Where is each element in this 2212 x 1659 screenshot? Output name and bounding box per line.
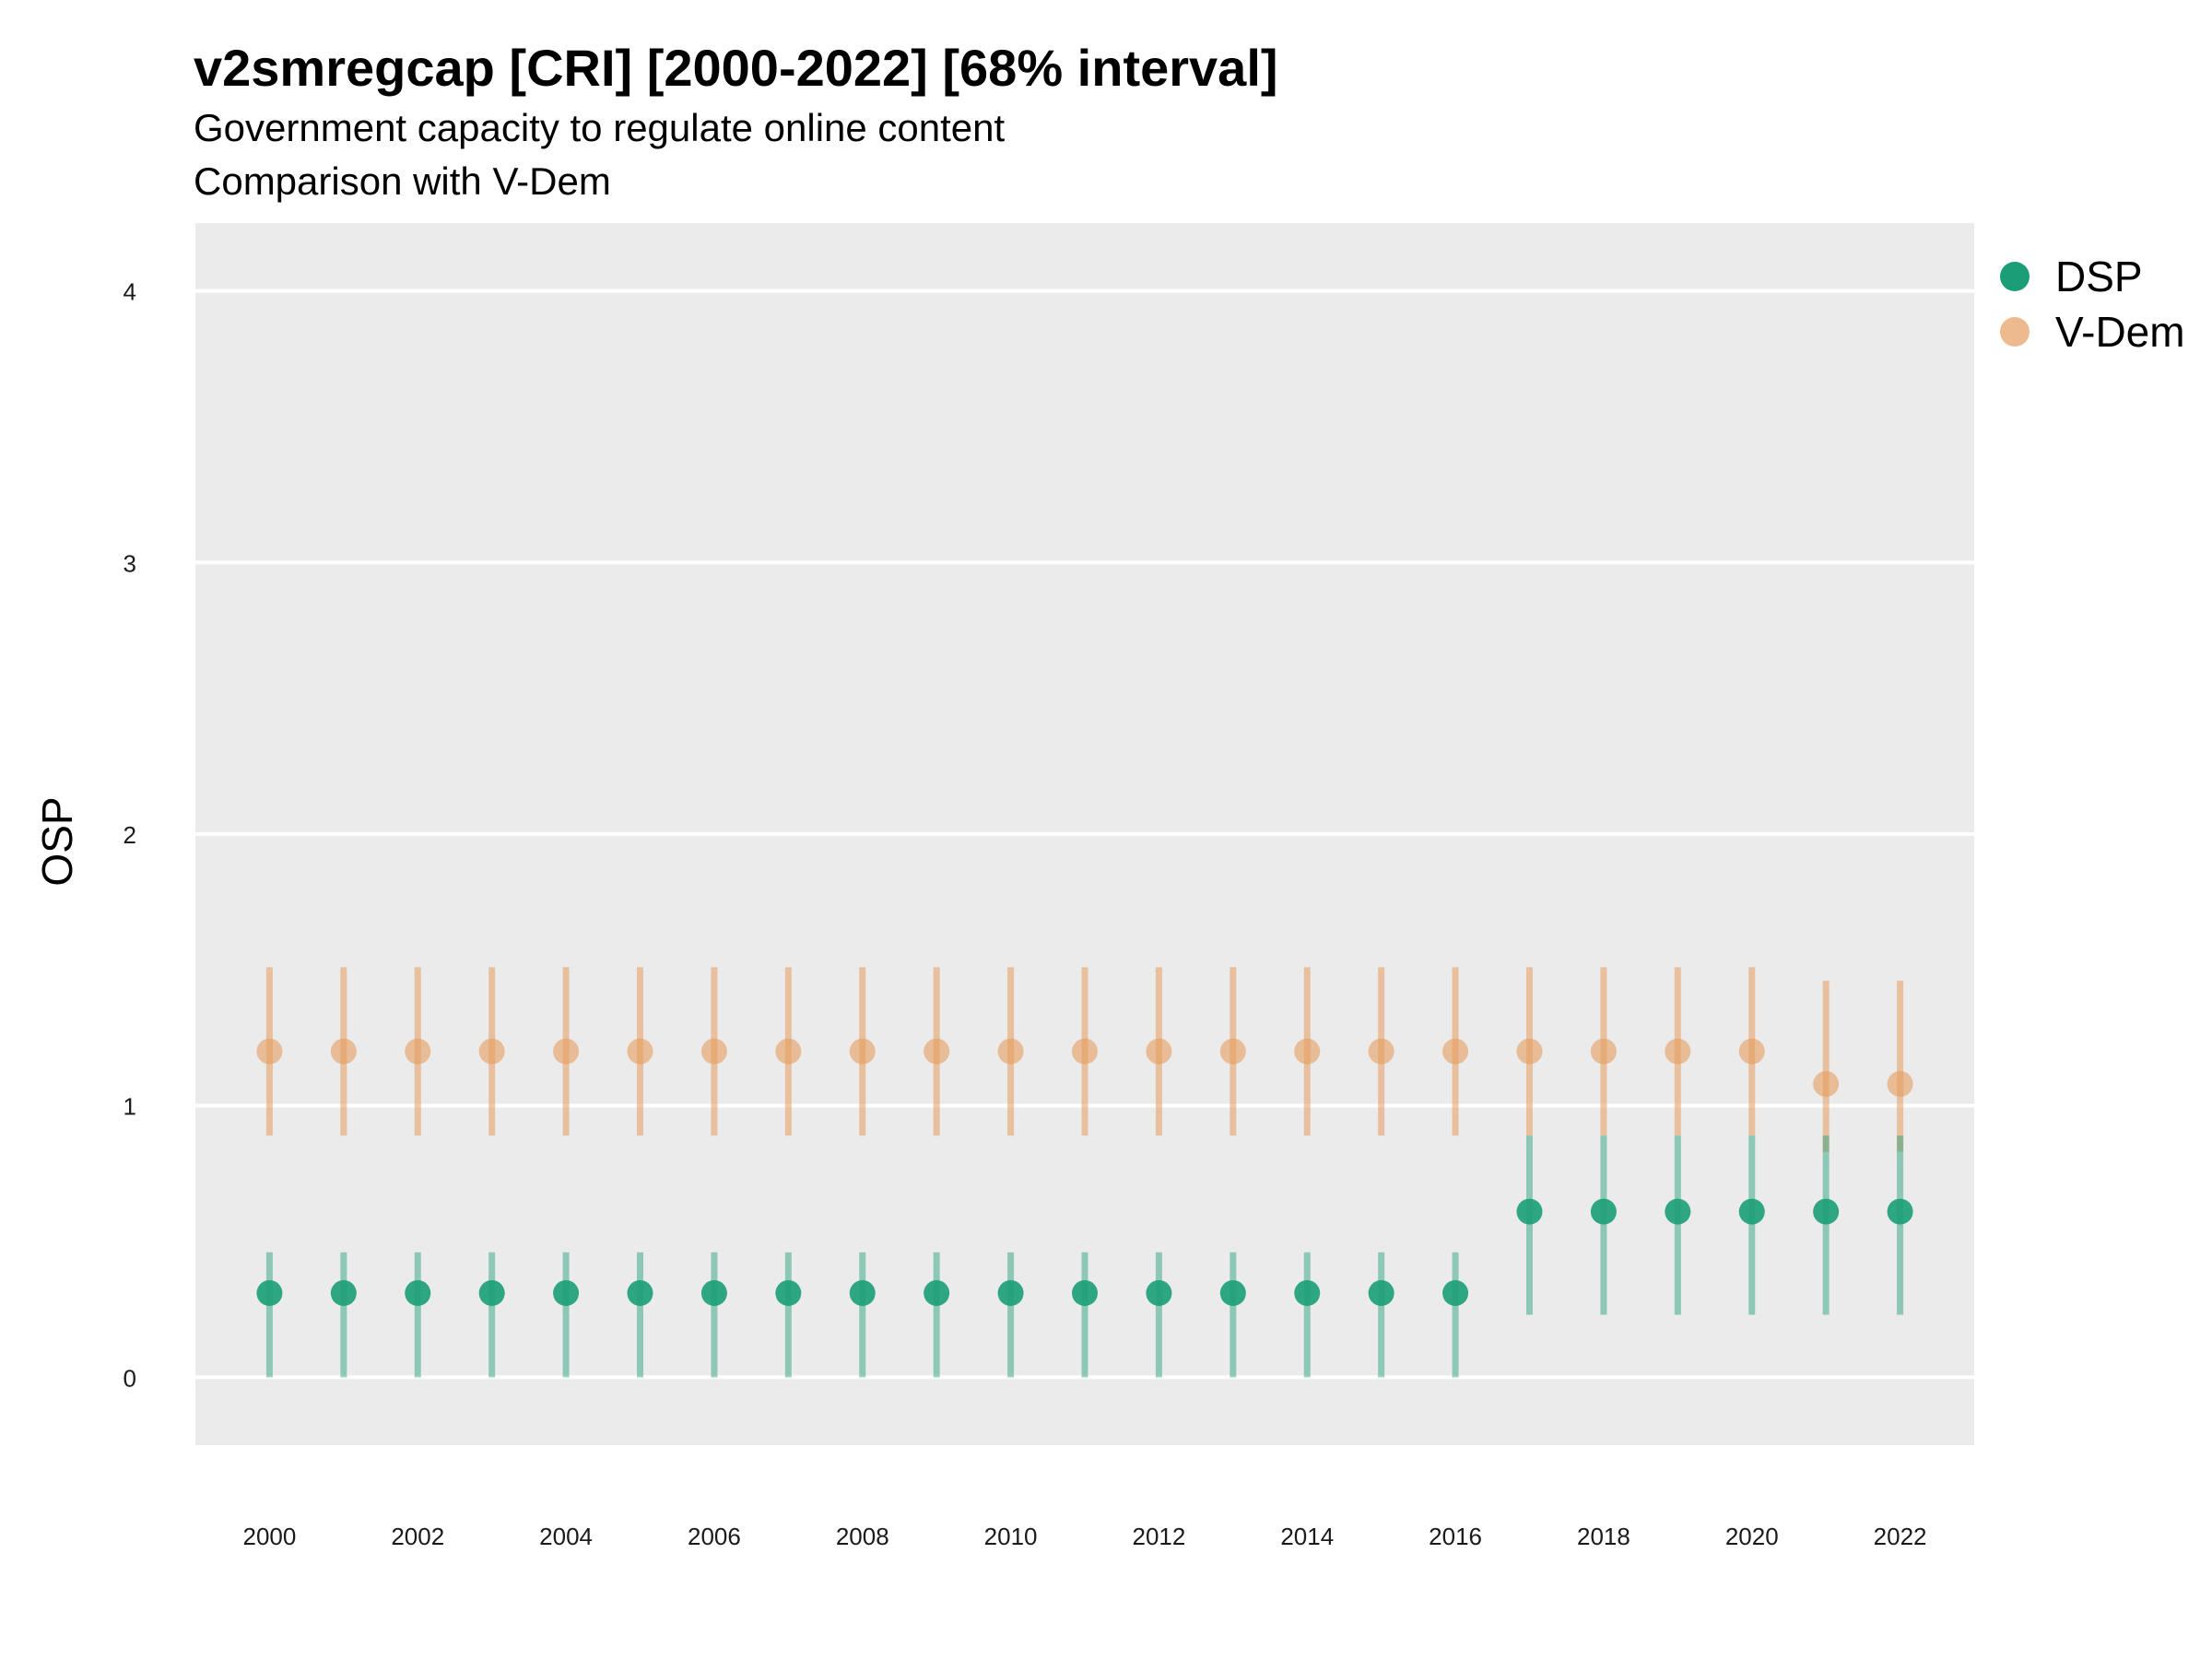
y-tick-label: 0 (124, 1364, 136, 1392)
data-point (1665, 1038, 1691, 1065)
data-point (1665, 1198, 1691, 1225)
data-point (1887, 1198, 1913, 1225)
data-point (700, 1279, 727, 1306)
data-point (1516, 1038, 1543, 1065)
data-point (478, 1279, 505, 1306)
legend-item-vdem: V-Dem (2000, 304, 2185, 359)
legend-label-dsp: DSP (2055, 253, 2143, 300)
legend: DSP V-Dem (2000, 249, 2185, 359)
data-point (330, 1038, 357, 1065)
legend-item-dsp: DSP (2000, 249, 2185, 304)
x-tick-label: 2002 (391, 1523, 444, 1550)
legend-key-vdem (2000, 317, 2030, 347)
data-point (849, 1279, 876, 1306)
y-tick-label: 1 (124, 1093, 136, 1121)
data-point (775, 1038, 802, 1065)
x-tick-label: 2000 (242, 1523, 296, 1550)
data-point (997, 1038, 1024, 1065)
data-point (1294, 1038, 1321, 1065)
data-point (1590, 1198, 1617, 1225)
x-tick-label: 2010 (984, 1523, 1038, 1550)
x-tick-label: 2018 (1577, 1523, 1630, 1550)
x-tick-label: 2016 (1429, 1523, 1482, 1550)
data-point (256, 1038, 283, 1065)
data-point (1813, 1071, 1840, 1098)
series-vdem (256, 967, 1913, 1152)
x-tick-label: 2008 (836, 1523, 889, 1550)
data-point (330, 1279, 357, 1306)
data-point (1072, 1279, 1098, 1306)
data-point (924, 1038, 950, 1065)
data-point (1146, 1038, 1172, 1065)
chart-subtitle-2: Comparison with V-Dem (194, 159, 611, 203)
data-point (1368, 1038, 1394, 1065)
data-point (1738, 1198, 1765, 1225)
data-point (1072, 1038, 1098, 1065)
data-point (553, 1279, 580, 1306)
data-point (1146, 1279, 1172, 1306)
x-tick-label: 2004 (539, 1523, 593, 1550)
x-tick-label: 2014 (1280, 1523, 1334, 1550)
data-point (256, 1279, 283, 1306)
data-point (700, 1038, 727, 1065)
data-point (553, 1038, 580, 1065)
data-point (405, 1279, 431, 1306)
data-point (1219, 1038, 1246, 1065)
data-point (627, 1038, 653, 1065)
data-point (1887, 1071, 1913, 1098)
data-point (405, 1038, 431, 1065)
x-tick-label: 2022 (1874, 1523, 1927, 1550)
chart-title: v2smregcap [CRI] [2000-2022] [68% interv… (194, 39, 1278, 97)
data-point (1590, 1038, 1617, 1065)
y-axis-label: OSP (33, 796, 81, 886)
x-tick-label: 2012 (1132, 1523, 1185, 1550)
data-point (1219, 1279, 1246, 1306)
data-point (997, 1279, 1024, 1306)
data-point (1368, 1279, 1394, 1306)
y-tick-label: 3 (124, 549, 136, 577)
data-point (1442, 1038, 1469, 1065)
series-dsp (256, 1135, 1913, 1378)
data-point (1813, 1198, 1840, 1225)
data-point (1738, 1038, 1765, 1065)
data-point (775, 1279, 802, 1306)
x-tick-label: 2006 (688, 1523, 741, 1550)
data-point (1516, 1198, 1543, 1225)
data-point (478, 1038, 505, 1065)
y-tick-label: 4 (124, 278, 136, 306)
data-point (627, 1279, 653, 1306)
legend-label-vdem: V-Dem (2055, 308, 2185, 356)
data-point (924, 1279, 950, 1306)
y-tick-label: 2 (124, 821, 136, 849)
x-tick-label: 2020 (1725, 1523, 1779, 1550)
data-point (1442, 1279, 1469, 1306)
data-point (849, 1038, 876, 1065)
chart-subtitle-1: Government capacity to regulate online c… (194, 106, 1006, 149)
data-point (1294, 1279, 1321, 1306)
legend-key-dsp (2000, 262, 2030, 291)
title-block: v2smregcap [CRI] [2000-2022] [68% interv… (194, 35, 1278, 208)
